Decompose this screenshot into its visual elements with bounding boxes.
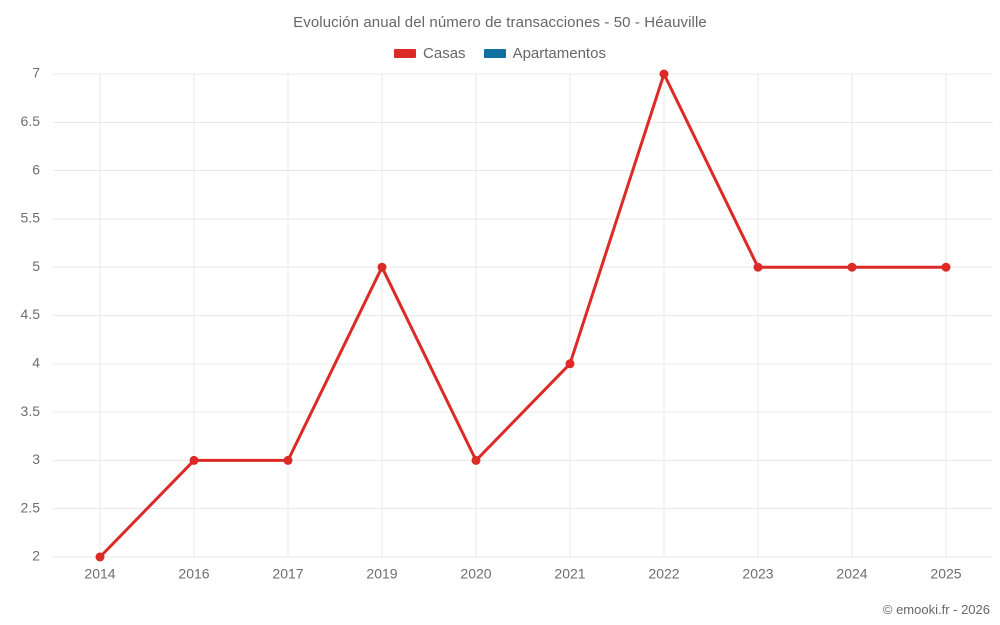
y-axis-tick-label: 6.5 — [21, 113, 41, 129]
y-axis-tick-label: 7 — [32, 65, 40, 81]
x-axis-tick-label: 2019 — [366, 565, 397, 581]
x-axis-tick-label: 2025 — [930, 565, 961, 581]
series-line-casas — [98, 72, 948, 559]
x-axis-tick-label: 2014 — [84, 565, 115, 581]
data-point[interactable] — [753, 262, 763, 272]
data-point[interactable] — [189, 455, 199, 465]
data-point[interactable] — [847, 262, 857, 272]
x-axis-tick-label: 2016 — [178, 565, 209, 581]
copyright-credit: © emooki.fr - 2026 — [882, 602, 990, 617]
data-point[interactable] — [377, 262, 387, 272]
data-point[interactable] — [283, 455, 293, 465]
y-axis-tick-label: 5.5 — [21, 210, 41, 226]
y-axis-tick-label: 3.5 — [21, 403, 41, 419]
x-axis-tick-label: 2020 — [460, 565, 491, 581]
y-axis-tick-label: 2 — [32, 548, 40, 564]
chart-legend: Casas Apartamentos — [0, 45, 1000, 62]
legend-swatch-apartamentos — [483, 49, 506, 58]
data-point[interactable] — [471, 455, 481, 465]
data-point[interactable] — [941, 262, 951, 272]
y-axis-tick-label: 5 — [32, 258, 40, 274]
x-axis-tick-label: 2017 — [272, 565, 303, 581]
legend-label-apartamentos: Apartamentos — [512, 45, 606, 62]
data-point[interactable] — [565, 359, 575, 369]
y-axis-tick-label: 4 — [32, 355, 40, 371]
y-axis-tick-label: 2.5 — [21, 499, 41, 515]
x-axis-tick-label: 2023 — [742, 565, 773, 581]
y-axis-tick-label: 6 — [32, 161, 40, 177]
legend-item-casas[interactable]: Casas — [394, 45, 466, 62]
x-axis-tick-label: 2022 — [648, 565, 679, 581]
data-point[interactable] — [95, 552, 105, 562]
chart-title: Evolución anual del número de transaccio… — [293, 14, 707, 31]
x-axis-tick-label: 2024 — [836, 565, 867, 581]
legend-label-casas: Casas — [423, 45, 466, 62]
y-axis-tick-label: 3 — [32, 451, 40, 467]
y-axis-tick-label: 4.5 — [21, 306, 41, 322]
x-axis-tick-label: 2021 — [554, 565, 585, 581]
legend-swatch-casas — [394, 49, 417, 58]
data-point[interactable] — [659, 69, 669, 79]
legend-item-apartamentos[interactable]: Apartamentos — [483, 45, 606, 62]
